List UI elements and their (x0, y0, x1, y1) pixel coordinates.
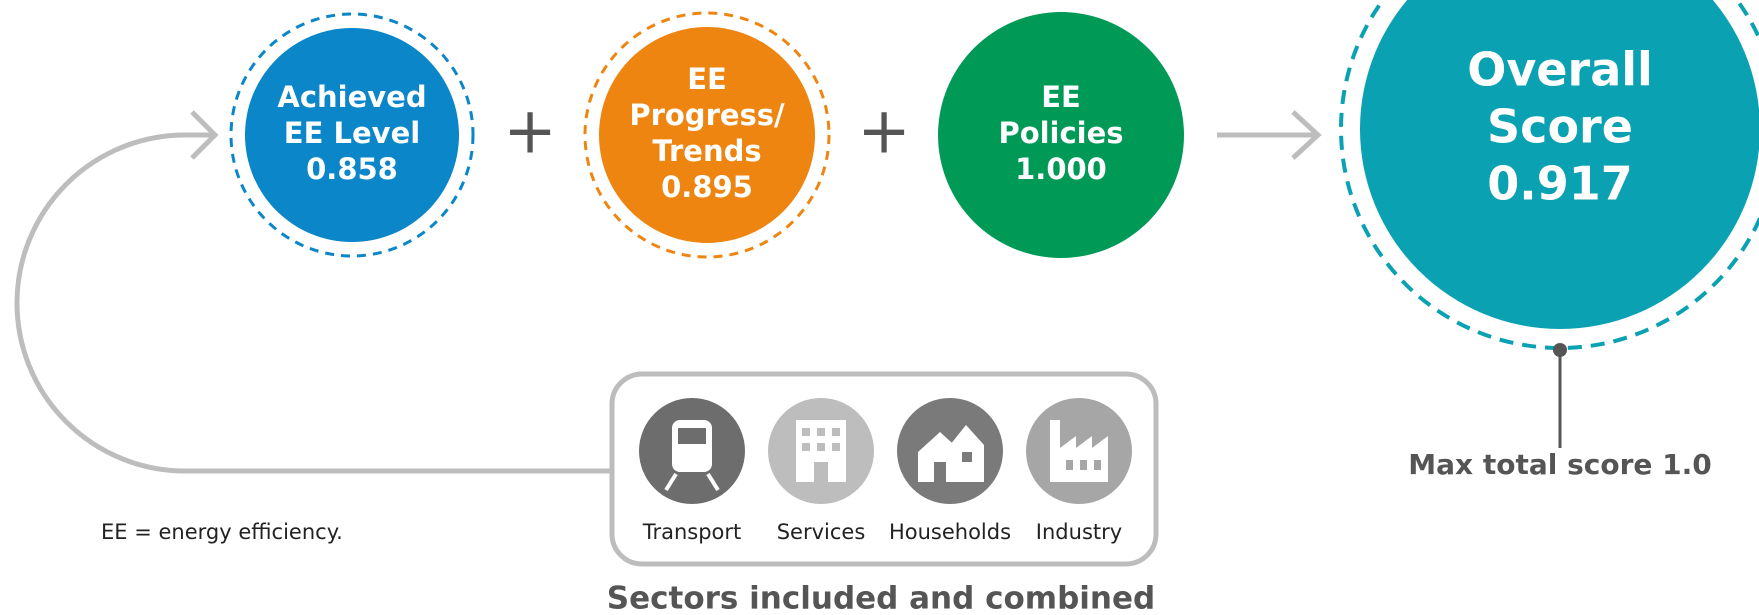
circle-policies (938, 12, 1184, 258)
node-label: EE Level (284, 116, 420, 150)
node-label: EE (687, 62, 727, 96)
footnote: EE = energy efficiency. (101, 520, 343, 544)
node-label: EE (1041, 80, 1081, 114)
loop-arrow (14, 132, 612, 474)
node-value: 0.895 (661, 170, 753, 204)
circle-achieved (245, 28, 459, 242)
arrow-head (190, 110, 219, 160)
plus: + (857, 95, 911, 169)
sectors-box (609, 371, 1159, 567)
arrow-head (1291, 110, 1322, 160)
overall-label: Score (1487, 100, 1633, 154)
sector-label: Transport (642, 520, 742, 544)
icon-households (897, 398, 1003, 504)
sectors-caption: Sectors included and combined (607, 581, 1155, 615)
circle-progress (599, 27, 815, 243)
icon-industry (1026, 398, 1132, 504)
node-label: Achieved (277, 80, 426, 114)
node-label: Policies (998, 116, 1123, 150)
overall-value: 0.917 (1487, 157, 1633, 211)
node-value: 0.858 (306, 152, 398, 186)
node-label: Trends (652, 134, 761, 168)
node-value: 1.000 (1015, 152, 1107, 186)
dashed-ring (583, 11, 831, 259)
icon-transport (639, 398, 745, 504)
dashed-ring (229, 12, 475, 258)
sector-label: Households (889, 520, 1011, 544)
sector-label: Services (777, 520, 866, 544)
sector-label: Industry (1036, 520, 1122, 544)
circle-overall (1360, 0, 1759, 329)
plus: + (503, 95, 557, 169)
node-label: Progress/ (629, 98, 785, 132)
icon-services (768, 398, 874, 504)
max-note: Max total score 1.0 (1408, 448, 1711, 481)
overall-label: Overall (1467, 43, 1653, 97)
